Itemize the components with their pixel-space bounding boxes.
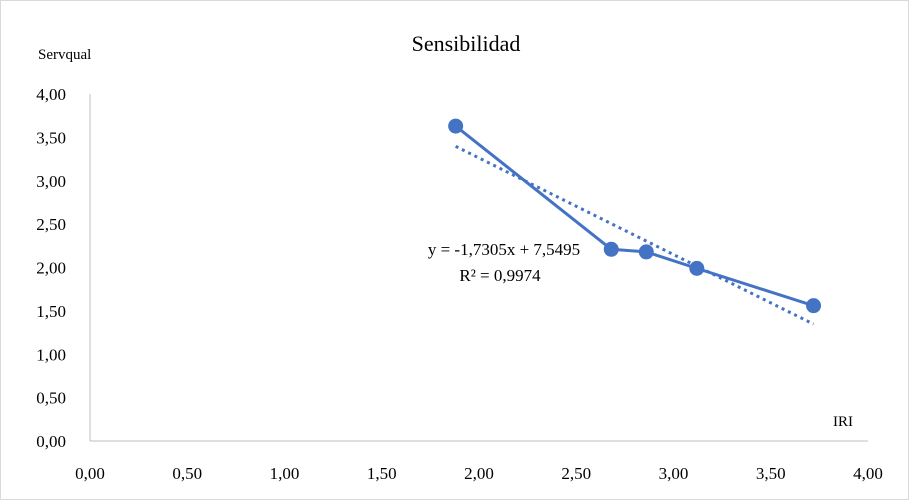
y-tick-label: 4,00 [36,85,66,104]
data-point [806,298,822,314]
data-series [448,118,822,314]
trendline-equation: y = -1,7305x + 7,5495 [428,240,580,259]
tick-labels: 0,00 0,50 1,00 1,50 2,00 2,50 3,00 3,50 4,00 0,00… [36,85,883,483]
data-point [603,241,619,257]
x-tick-label: 0,50 [172,464,202,483]
x-axis-label: IRI [833,414,853,430]
trendline-path [454,145,815,326]
y-axis-label: Servqual [38,47,91,63]
y-tick-label: 2,50 [36,215,66,234]
x-tick-label: 3,00 [659,464,689,483]
chart-title: Sensibilidad [412,31,521,56]
x-tick-label: 2,50 [561,464,591,483]
data-point [689,260,705,276]
y-tick-label: 2,00 [36,259,66,278]
x-tick-label: 1,00 [270,464,300,483]
x-tick-label: 3,50 [756,464,786,483]
data-point [638,244,654,260]
trendline [454,145,815,326]
y-tick-label: 0,50 [36,389,66,408]
y-tick-label: 1,00 [36,345,66,364]
y-tick-label: 1,50 [36,302,66,321]
x-tick-label: 0,00 [75,464,105,483]
data-point [448,118,464,134]
y-tick-label: 0,00 [36,432,66,451]
y-tick-label: 3,00 [36,172,66,191]
x-tick-label: 1,50 [367,464,397,483]
x-tick-label: 2,00 [464,464,494,483]
x-tick-label: 4,00 [853,464,883,483]
y-tick-label: 3,50 [36,128,66,147]
axes [89,94,868,442]
trendline-r-squared: R² = 0,9974 [459,266,541,285]
